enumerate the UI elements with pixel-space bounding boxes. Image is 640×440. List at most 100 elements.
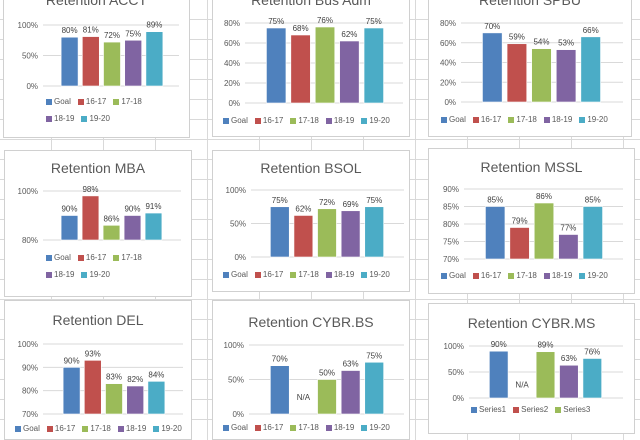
bar[interactable] <box>314 26 336 104</box>
legend-item[interactable]: 16-17 <box>77 97 106 106</box>
bar[interactable] <box>317 208 337 258</box>
legend-item[interactable]: 18-19 <box>46 270 74 279</box>
bar[interactable] <box>60 36 79 87</box>
bar[interactable] <box>580 36 601 103</box>
chart-retention-mssl[interactable]: Retention MSSL 70% 75% 80% 85% 90% 85% 79% 86% 77… <box>428 148 635 294</box>
chart-retention-cybr-ms[interactable]: Retention CYBR.MS 0% 50% 100% 90% N/A 89% 63% 76… <box>428 303 635 434</box>
bar[interactable] <box>270 206 290 258</box>
legend-item[interactable]: 17-18 <box>290 423 319 432</box>
bar[interactable] <box>582 358 602 399</box>
bar[interactable] <box>126 385 144 415</box>
legend-item[interactable]: 18-19 <box>325 116 354 125</box>
y-tick-label: 0% <box>444 98 456 107</box>
legend-item[interactable]: Goal <box>15 424 40 433</box>
legend-item[interactable]: 17-18 <box>113 97 142 106</box>
legend-item[interactable]: 18-19 <box>543 271 572 280</box>
legend-item[interactable]: 19-20 <box>81 114 110 123</box>
legend-item[interactable]: Series1 <box>471 405 506 414</box>
legend-item[interactable]: Goal <box>46 253 71 262</box>
legend-item[interactable]: Series3 <box>555 405 590 414</box>
bar[interactable] <box>81 195 100 241</box>
chart-retention-spbu[interactable]: Retention SPBU 0% 20% 40% 60% 80% 70% 59% 54% 53%… <box>428 0 632 137</box>
chart-retention-acct[interactable]: Retention ACCT 0% 50% 100% 80% 81% 72% 75% 89% Go… <box>3 0 190 138</box>
y-tick-label: 100% <box>18 340 38 349</box>
bar[interactable] <box>339 40 360 104</box>
legend-item[interactable]: 17-18 <box>290 116 319 125</box>
data-label: 80% <box>62 26 78 35</box>
bar[interactable] <box>124 39 142 87</box>
bar[interactable] <box>509 227 530 260</box>
legend-item[interactable]: 16-17 <box>254 116 283 125</box>
chart-retention-mba[interactable]: Retention MBA 80% 100% 90% 98% 86% 90% 91% Goal 1… <box>4 150 192 297</box>
legend-item[interactable]: 18-19 <box>46 114 74 123</box>
legend-item[interactable]: 17-18 <box>290 270 319 279</box>
bar[interactable] <box>82 36 100 87</box>
chart-retention-cybr-bs[interactable]: Retention CYBR.BS 0% 50% 100% 70% N/A 50% 63% 75… <box>212 300 410 440</box>
legend-item[interactable]: 19-20 <box>81 270 110 279</box>
bar[interactable] <box>340 370 361 415</box>
legend-swatch <box>81 115 88 122</box>
bar[interactable] <box>60 215 79 241</box>
bar[interactable] <box>555 49 577 103</box>
legend-item[interactable]: 16-17 <box>254 270 283 279</box>
legend-item[interactable]: 16-17 <box>472 271 501 280</box>
bar[interactable] <box>103 41 121 87</box>
legend-item[interactable]: 19-20 <box>361 116 390 125</box>
bar[interactable] <box>62 367 81 415</box>
legend-item[interactable]: Goal <box>223 423 248 432</box>
legend-item[interactable]: 19-20 <box>579 271 608 280</box>
bar[interactable] <box>84 360 102 415</box>
legend-item[interactable]: 17-18 <box>82 424 111 433</box>
bar[interactable] <box>293 215 314 258</box>
bar[interactable] <box>123 215 142 241</box>
chart-retention-bsol[interactable]: Retention BSOL 0% 50% 100% 75% 62% 72% 69% 75% Go… <box>212 150 410 292</box>
legend-item[interactable]: 18-19 <box>117 424 146 433</box>
legend-item[interactable]: 18-19 <box>325 270 354 279</box>
bar[interactable] <box>364 206 384 258</box>
bar[interactable] <box>266 27 287 104</box>
legend-item[interactable]: 17-18 <box>113 253 142 262</box>
bar[interactable] <box>559 364 579 399</box>
bar[interactable] <box>558 234 579 260</box>
legend-item[interactable]: Goal <box>441 115 466 124</box>
legend-item[interactable]: Goal <box>46 97 71 106</box>
chart-retention-del[interactable]: Retention DEL 70% 80% 90% 100% 90% 93% 83% 82% 84… <box>4 300 192 440</box>
bar[interactable] <box>485 206 506 260</box>
legend-item[interactable]: 16-17 <box>254 423 283 432</box>
legend-item[interactable]: 18-19 <box>543 115 572 124</box>
data-label: 85% <box>487 196 503 205</box>
legend-item[interactable]: 19-20 <box>579 115 608 124</box>
legend-item[interactable]: 17-18 <box>508 271 537 280</box>
legend-item[interactable]: 19-20 <box>361 423 390 432</box>
legend-item[interactable]: 18-19 <box>325 423 354 432</box>
bar[interactable] <box>317 379 337 415</box>
bar[interactable] <box>535 351 556 399</box>
legend-item[interactable]: Series2 <box>513 405 548 414</box>
bar[interactable] <box>340 210 361 258</box>
bar[interactable] <box>290 34 311 104</box>
bar[interactable] <box>363 27 384 104</box>
bar[interactable] <box>105 383 123 415</box>
bar[interactable] <box>482 32 503 103</box>
bar[interactable] <box>144 212 163 241</box>
legend-item[interactable]: 16-17 <box>472 115 501 124</box>
bar[interactable] <box>145 31 164 87</box>
bar[interactable] <box>533 202 555 260</box>
legend-item[interactable]: Goal <box>223 270 248 279</box>
bar[interactable] <box>531 48 552 103</box>
legend-item[interactable]: Goal <box>223 116 248 125</box>
legend-item[interactable]: Goal <box>441 271 466 280</box>
chart-retention-bus-adm[interactable]: Retention Bus Adm 0% 20% 40% 60% 80% 75% 68% 76%… <box>212 0 410 137</box>
bar[interactable] <box>489 350 509 399</box>
legend-item[interactable]: 19-20 <box>361 270 390 279</box>
bar[interactable] <box>102 225 121 241</box>
bar[interactable] <box>506 43 528 103</box>
legend-item[interactable]: 16-17 <box>77 253 106 262</box>
legend-item[interactable]: 17-18 <box>508 115 537 124</box>
legend-item[interactable]: 16-17 <box>46 424 75 433</box>
legend-item[interactable]: 19-20 <box>153 424 182 433</box>
bar[interactable] <box>147 381 166 415</box>
bar[interactable] <box>270 365 290 415</box>
bar[interactable] <box>582 206 603 260</box>
bar[interactable] <box>364 361 384 415</box>
